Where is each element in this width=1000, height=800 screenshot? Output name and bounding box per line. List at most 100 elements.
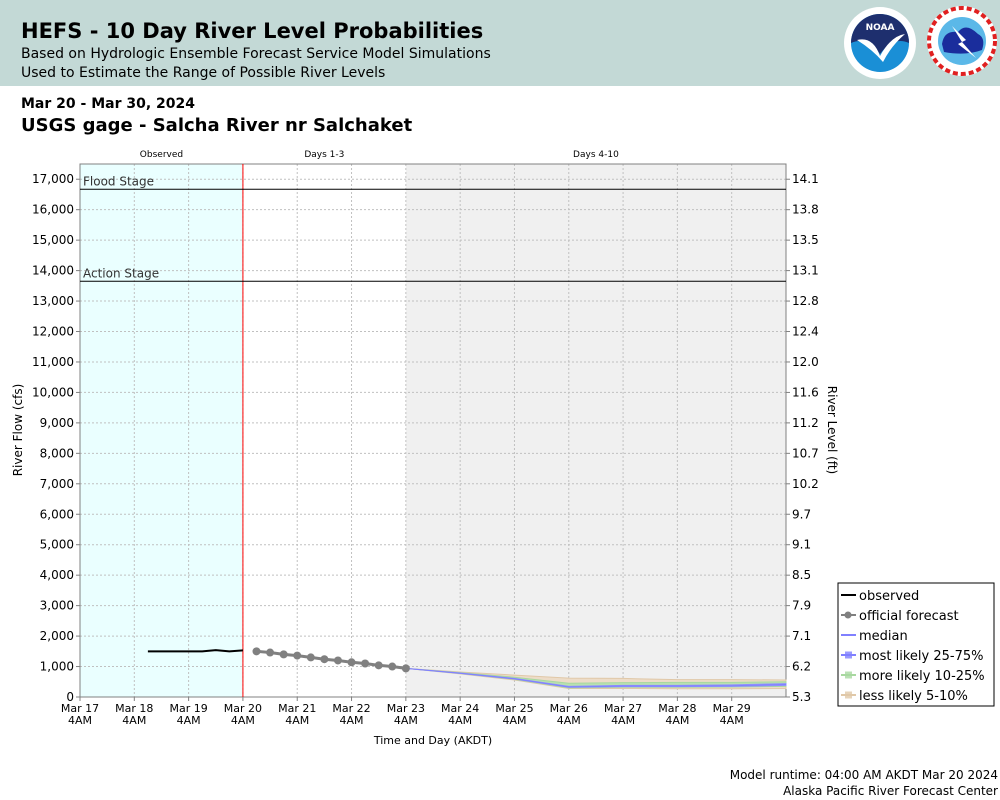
- y-right-tick-label: 5.3: [792, 690, 811, 704]
- noaa-logo: NOAA: [844, 7, 916, 79]
- y-tick-label: 16,000: [32, 203, 74, 217]
- y-right-tick-label: 12.4: [792, 325, 819, 339]
- y-tick-label: 11,000: [32, 355, 74, 369]
- x-tick-label: 4AM: [340, 714, 364, 727]
- y-tick-label: 17,000: [32, 172, 74, 186]
- y-tick-label: 1,000: [40, 660, 74, 674]
- forecast-point: [320, 655, 329, 664]
- x-tick-label: 4AM: [557, 714, 581, 727]
- y-tick-label: 12,000: [32, 325, 74, 339]
- forecast-point: [333, 656, 342, 665]
- y-axis-label: River Flow (cfs): [11, 384, 25, 477]
- forecast-point: [388, 662, 397, 671]
- forecast-point: [266, 648, 275, 657]
- y-tick-label: 3,000: [40, 599, 74, 613]
- x-axis-label: Time and Day (AKDT): [373, 734, 492, 747]
- model-runtime: Model runtime: 04:00 AM AKDT Mar 20 2024: [729, 768, 998, 782]
- region-bg: [405, 164, 786, 697]
- y-tick-label: 15,000: [32, 233, 74, 247]
- forecast-point: [361, 659, 370, 668]
- legend-swatch: [845, 691, 852, 699]
- forecast-point: [401, 664, 410, 673]
- y-right-tick-label: 11.2: [792, 416, 819, 430]
- x-tick-label: 4AM: [285, 714, 309, 727]
- legend-box: [837, 582, 995, 707]
- y-right-axis-label: River Level (ft): [825, 386, 839, 474]
- legend-item: most likely 25-75%: [859, 649, 983, 664]
- forecast-point: [347, 658, 356, 667]
- y-right-tick-label: 6.2: [792, 660, 811, 674]
- x-tick-label: Mar 18: [115, 702, 153, 715]
- x-tick-label: 4AM: [231, 714, 255, 727]
- x-tick-label: Mar 24: [441, 702, 479, 715]
- y-tick-label: 0: [66, 690, 74, 704]
- x-tick-label: 4AM: [122, 714, 146, 727]
- y-right-tick-label: 7.1: [792, 629, 811, 643]
- x-tick-label: Mar 17: [61, 702, 99, 715]
- forecast-point: [306, 653, 315, 662]
- region-bg: [80, 164, 243, 697]
- y-right-tick-label: 12.0: [792, 355, 819, 369]
- y-right-tick-label: 7.9: [792, 599, 811, 613]
- y-tick-label: 13,000: [32, 294, 74, 308]
- x-tick-label: Mar 22: [332, 702, 370, 715]
- y-right-tick-label: 9.7: [792, 507, 811, 521]
- x-tick-label: Mar 21: [278, 702, 316, 715]
- y-right-tick-label: 13.8: [792, 203, 819, 217]
- x-tick-label: Mar 25: [495, 702, 533, 715]
- y-right-tick-label: 12.8: [792, 294, 819, 308]
- legend-item: more likely 10-25%: [859, 669, 985, 684]
- y-tick-label: 2,000: [40, 629, 74, 643]
- y-right-tick-label: 14.1: [792, 172, 819, 186]
- legend-swatch: [845, 651, 852, 659]
- x-tick-label: 4AM: [611, 714, 635, 727]
- y-tick-label: 8,000: [40, 446, 74, 460]
- forecast-point: [252, 647, 261, 656]
- y-right-tick-label: 10.2: [792, 477, 819, 491]
- x-tick-label: Mar 27: [604, 702, 642, 715]
- date-range: Mar 20 - Mar 30, 2024: [21, 96, 195, 112]
- legend-item: official forecast: [859, 609, 959, 624]
- legend-item: less likely 5-10%: [859, 689, 968, 704]
- gage-name: USGS gage - Salcha River nr Salchaket: [21, 115, 413, 136]
- forecast-point: [279, 650, 288, 659]
- y-right-tick-label: 13.5: [792, 233, 819, 247]
- legend-item: median: [859, 629, 908, 644]
- region-label: Days 4-10: [573, 150, 619, 160]
- y-tick-label: 14,000: [32, 264, 74, 278]
- x-tick-label: Mar 19: [169, 702, 207, 715]
- header-banner: HEFS - 10 Day River Level Probabilities …: [0, 0, 1000, 86]
- y-tick-label: 4,000: [40, 568, 74, 582]
- page-title: HEFS - 10 Day River Level Probabilities: [21, 19, 484, 43]
- x-tick-label: 4AM: [665, 714, 689, 727]
- threshold-label: Action Stage: [83, 266, 159, 280]
- observed-line: [147, 649, 243, 653]
- y-tick-label: 6,000: [40, 507, 74, 521]
- subtitle: Used to Estimate the Range of Possible R…: [21, 65, 386, 81]
- legend-item: observed: [859, 589, 919, 604]
- x-tick-label: 4AM: [394, 714, 418, 727]
- x-tick-label: Mar 20: [224, 702, 262, 715]
- x-tick-label: 4AM: [720, 714, 744, 727]
- threshold-label: Flood Stage: [83, 174, 154, 188]
- region-label: Days 1-3: [304, 150, 344, 160]
- x-tick-label: Mar 28: [658, 702, 696, 715]
- region-label: Observed: [140, 150, 183, 160]
- y-right-tick-label: 11.6: [792, 385, 819, 399]
- y-tick-label: 10,000: [32, 385, 74, 399]
- median-line: [405, 667, 787, 688]
- x-tick-label: 4AM: [448, 714, 472, 727]
- y-right-tick-label: 13.1: [792, 264, 819, 278]
- svg-text:NOAA: NOAA: [866, 23, 895, 33]
- plot-frame: [79, 163, 787, 698]
- x-tick-label: Mar 29: [713, 702, 751, 715]
- legend-swatch: [844, 611, 852, 619]
- subtitle: Based on Hydrologic Ensemble Forecast Se…: [21, 46, 491, 62]
- y-tick-label: 9,000: [40, 416, 74, 430]
- x-tick-label: Mar 23: [387, 702, 425, 715]
- y-right-tick-label: 9.1: [792, 538, 811, 552]
- legend-swatch: [845, 671, 852, 679]
- y-right-tick-label: 10.7: [792, 446, 819, 460]
- x-tick-label: 4AM: [68, 714, 92, 727]
